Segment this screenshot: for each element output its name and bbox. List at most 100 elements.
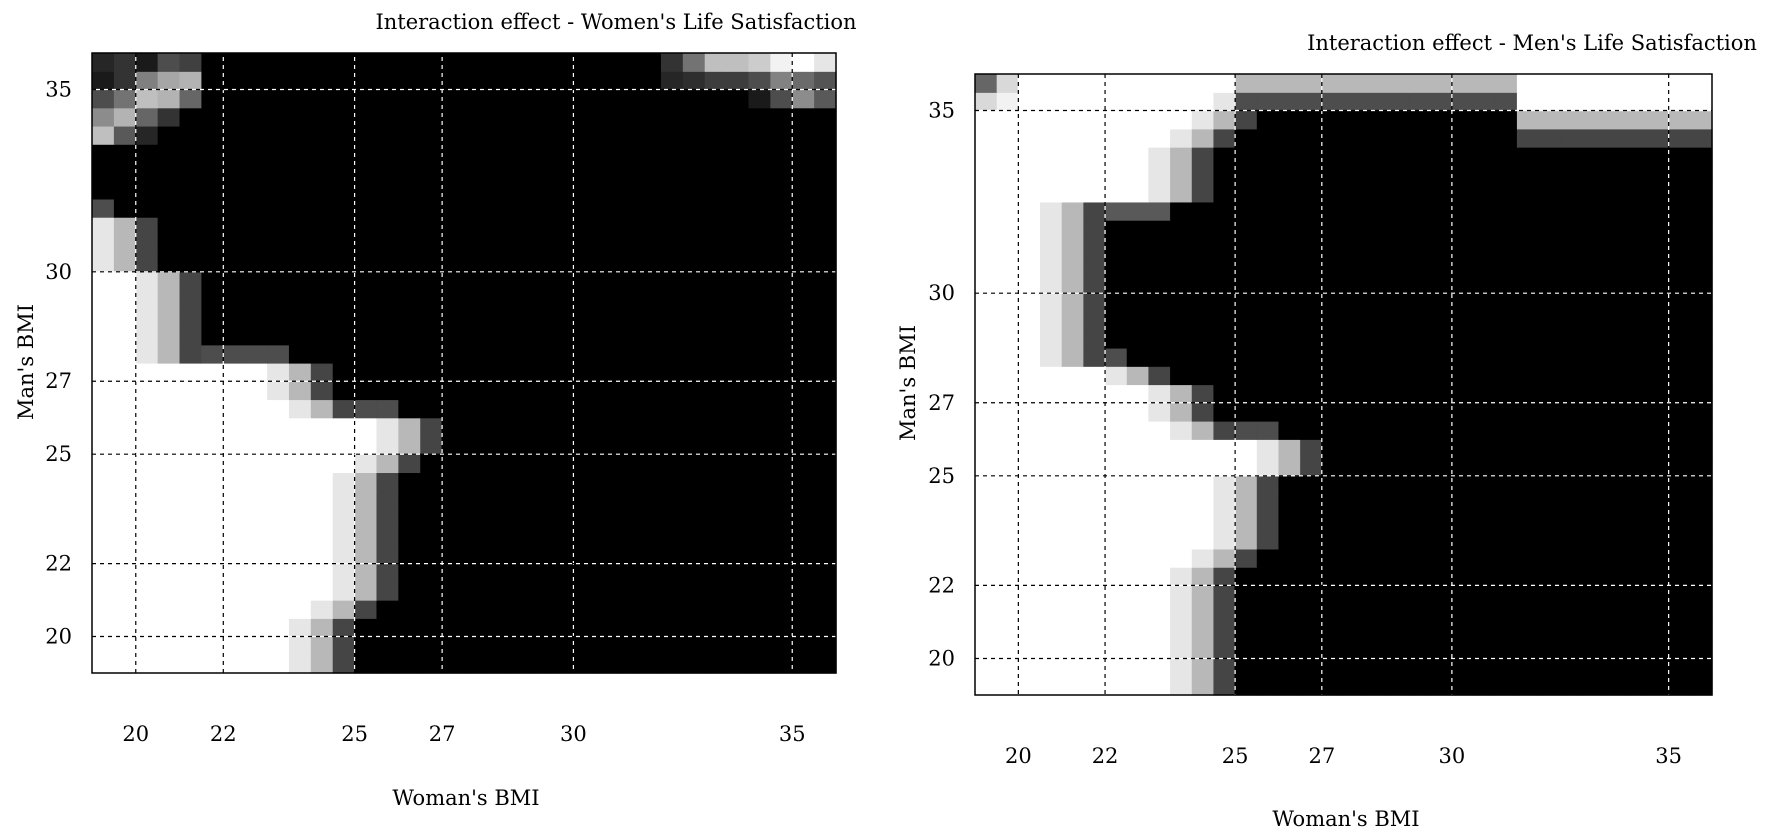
heatmap-cell xyxy=(354,71,378,91)
heatmap-cell xyxy=(1126,110,1150,130)
heatmap-cell xyxy=(267,454,290,474)
heatmap-cell xyxy=(113,125,137,145)
heatmap-cell xyxy=(975,658,998,678)
heatmap-cell xyxy=(1430,421,1453,440)
heatmap-cell xyxy=(1191,457,1215,477)
heatmap-cell xyxy=(975,676,998,696)
heatmap-cell xyxy=(354,381,378,401)
heatmap-cell xyxy=(1386,603,1410,623)
heatmap-cell xyxy=(1451,640,1475,660)
heatmap-cell xyxy=(1560,147,1583,166)
heatmap-cell xyxy=(1170,567,1193,587)
heatmap-cell xyxy=(1646,621,1670,641)
heatmap-cell xyxy=(814,290,837,309)
heatmap-cell xyxy=(113,618,137,638)
heatmap-cell xyxy=(1560,201,1583,221)
heatmap-cell xyxy=(1061,421,1084,440)
heatmap-cell xyxy=(1018,421,1041,440)
heatmap-cell xyxy=(288,490,312,510)
heatmap-cell xyxy=(529,217,553,236)
heatmap-cell xyxy=(201,71,224,91)
heatmap-cell xyxy=(1625,384,1648,404)
heatmap-cell xyxy=(223,399,246,419)
heatmap-cell xyxy=(660,125,684,145)
heatmap-cell xyxy=(792,454,815,474)
heatmap-cell xyxy=(1365,421,1388,440)
heatmap-cell xyxy=(1538,74,1561,93)
heatmap-cell xyxy=(135,618,159,638)
heatmap-cell xyxy=(332,490,356,510)
heatmap-cell xyxy=(595,545,618,565)
heatmap-cell xyxy=(792,144,815,164)
heatmap-cell xyxy=(1495,658,1518,678)
heatmap-cell xyxy=(1213,110,1236,130)
heatmap-cell xyxy=(1126,585,1150,605)
heatmap-cell xyxy=(1061,366,1084,386)
heatmap-cell xyxy=(1256,603,1280,623)
heatmap-cell xyxy=(288,271,312,291)
heatmap-cell xyxy=(1321,585,1345,605)
heatmap-cell xyxy=(113,508,137,528)
heatmap-cell xyxy=(1365,311,1388,331)
heatmap-cell xyxy=(92,454,115,474)
heatmap-cell xyxy=(975,640,998,660)
heatmap-cell xyxy=(1148,658,1171,678)
heatmap-cell xyxy=(1386,384,1410,404)
heatmap-cell xyxy=(1516,421,1540,440)
heatmap-cell xyxy=(267,217,290,236)
heatmap-cell xyxy=(1235,311,1258,331)
heatmap-cell xyxy=(420,381,443,401)
heatmap-cell xyxy=(507,71,531,91)
heatmap-cell xyxy=(814,399,837,419)
heatmap-cell xyxy=(332,271,356,291)
heatmap-cell xyxy=(704,89,728,109)
heatmap-cell xyxy=(1040,183,1063,203)
heatmap-cell xyxy=(376,308,399,328)
heatmap-cell xyxy=(639,326,662,346)
heatmap-cell xyxy=(682,381,706,401)
heatmap-cell xyxy=(814,271,837,291)
heatmap-cell xyxy=(310,162,334,182)
heatmap-cell xyxy=(1018,512,1041,532)
heatmap-cell xyxy=(376,654,399,674)
heatmap-cell xyxy=(682,490,706,510)
heatmap-cell xyxy=(223,125,246,145)
heatmap-cell xyxy=(1256,74,1280,93)
heatmap-cell xyxy=(1343,567,1366,587)
heatmap-cell xyxy=(660,363,684,382)
heatmap-cell xyxy=(1668,512,1691,532)
heatmap-cell xyxy=(1083,494,1106,513)
heatmap-cell xyxy=(485,235,509,255)
heatmap-cell xyxy=(1430,439,1453,459)
heatmap-cell xyxy=(770,654,793,674)
heatmap-cell xyxy=(310,618,334,638)
heatmap-cell xyxy=(1473,421,1496,440)
heatmap-cell xyxy=(1170,603,1193,623)
heatmap-cell xyxy=(726,381,750,401)
heatmap-cell xyxy=(223,326,246,346)
heatmap-cell xyxy=(354,271,378,291)
heatmap-cell xyxy=(1581,439,1605,459)
heatmap-cell xyxy=(179,490,203,510)
heatmap-cell xyxy=(814,308,837,328)
heatmap-cell xyxy=(1690,274,1713,294)
heatmap-cell xyxy=(1365,512,1388,532)
heatmap-cell xyxy=(464,527,487,546)
heatmap-cell xyxy=(376,490,399,510)
heatmap-cell xyxy=(376,527,399,546)
heatmap-cell xyxy=(1300,165,1323,185)
heatmap-cell xyxy=(748,527,771,546)
heatmap-cell xyxy=(1538,238,1561,258)
heatmap-cell xyxy=(267,235,290,255)
heatmap-cell xyxy=(1300,494,1323,513)
heatmap-cell xyxy=(1495,475,1518,495)
heatmap-cell xyxy=(792,217,815,236)
heatmap-cell xyxy=(1061,183,1084,203)
heatmap-cell xyxy=(1083,147,1106,166)
heatmap-cell xyxy=(420,600,443,619)
heatmap-cell xyxy=(507,125,531,145)
heatmap-cell xyxy=(267,381,290,401)
heatmap-cell xyxy=(996,366,1019,386)
heatmap-cell xyxy=(201,636,224,656)
heatmap-cell xyxy=(464,654,487,674)
